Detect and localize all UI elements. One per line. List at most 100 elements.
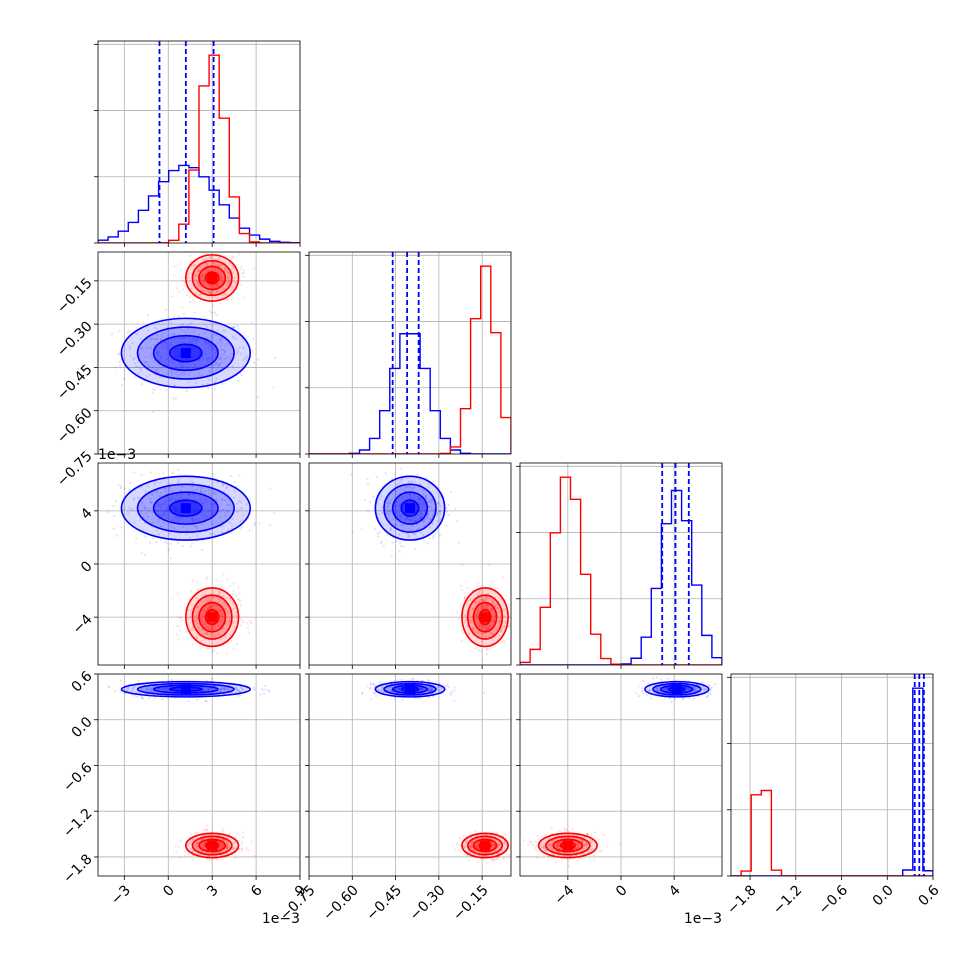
scatter-point [606,844,609,848]
scatter-point [428,689,431,692]
scatter-point [177,374,180,377]
scatter-point [209,513,213,516]
scatter-point [231,285,234,289]
scatter-point [177,468,180,471]
scatter-point [168,498,172,502]
scatter-point [195,619,198,622]
scatter-point [120,383,123,387]
scatter-point [411,516,414,520]
scatter-point [423,502,426,505]
scatter-point [215,249,217,251]
scatter-point [118,361,121,364]
scatter-point [133,694,136,697]
scatter-point [165,388,168,392]
scatter-point [190,480,193,483]
scatter-point [701,685,704,688]
scatter-point [453,689,456,692]
scatter-point [544,833,547,837]
scatter-point [179,620,182,623]
scatter-point [145,375,148,378]
scatter-point [405,486,409,489]
scatter-point [484,596,488,599]
scatter-point [221,520,224,524]
scatter-point [219,279,222,282]
scatter-point [428,689,431,692]
scatter-point [201,280,204,283]
scatter-point [274,356,277,359]
scatter-point [162,472,165,475]
scatter-point [133,497,136,500]
scatter-point [193,525,196,528]
scatter-point [193,842,196,846]
scatter-point [430,688,434,691]
scatter-point [673,697,676,700]
scatter-point [155,327,158,331]
scatter-point [170,678,173,681]
scatter-point [170,322,173,325]
scatter-point [382,545,385,548]
scatter-point [169,542,173,545]
scatter-point [140,485,143,488]
scatter-point [470,841,473,844]
scatter-point [422,500,426,503]
scatter-point [480,632,484,635]
scatter-point [401,500,404,503]
scatter-point [215,652,219,655]
scatter-point [236,352,239,355]
scatter-point [178,336,181,340]
scatter-point [428,537,431,540]
scatter-point [178,478,181,482]
scatter-point [398,512,401,516]
scatter-point [232,496,236,499]
scatter-point [210,677,214,680]
scatter-point [416,495,419,499]
scatter-point [488,631,491,634]
scatter-point [180,616,183,619]
scatter-point [491,618,494,621]
scatter-point [205,514,208,517]
scatter-point [176,370,179,373]
scatter-point [231,271,234,274]
scatter-point [226,611,229,614]
scatter-point [165,687,168,690]
scatter-point [170,495,173,498]
scatter-point [419,687,423,690]
scatter-point [205,263,208,266]
scatter-point [217,358,220,361]
scatter-point [377,513,380,516]
scatter-point [413,498,417,501]
scatter-point [216,364,220,368]
scatter-point [482,855,485,858]
scatter-point [195,841,198,844]
scatter-point [420,513,423,516]
scatter-point [137,496,140,499]
scatter-point [182,322,185,326]
scatter-point [496,626,500,629]
scatter-point [409,497,412,500]
scatter-point [197,269,201,272]
scatter-point [221,497,224,500]
scatter-point [238,474,241,477]
scatter-point [409,493,412,496]
scatter-point [475,620,478,624]
scatter-point [205,828,209,831]
scatter-point [219,278,223,281]
scatter-point [394,512,397,515]
scatter-point [409,494,412,497]
scatter-point [220,687,224,690]
scatter-point [157,350,160,353]
scatter-point [174,845,177,848]
scatter-point [399,480,403,483]
scatter-point [141,697,144,700]
scatter-point [656,689,659,692]
scatter-point [207,357,210,360]
scatter-point [422,488,425,492]
scatter-point [586,833,589,836]
scatter-point [201,289,205,292]
scatter-point [202,275,206,278]
scatter-point [226,847,229,850]
scatter-point [145,686,148,689]
scatter-point [216,269,219,272]
scatter-point [414,519,418,523]
scatter-point [600,849,603,852]
